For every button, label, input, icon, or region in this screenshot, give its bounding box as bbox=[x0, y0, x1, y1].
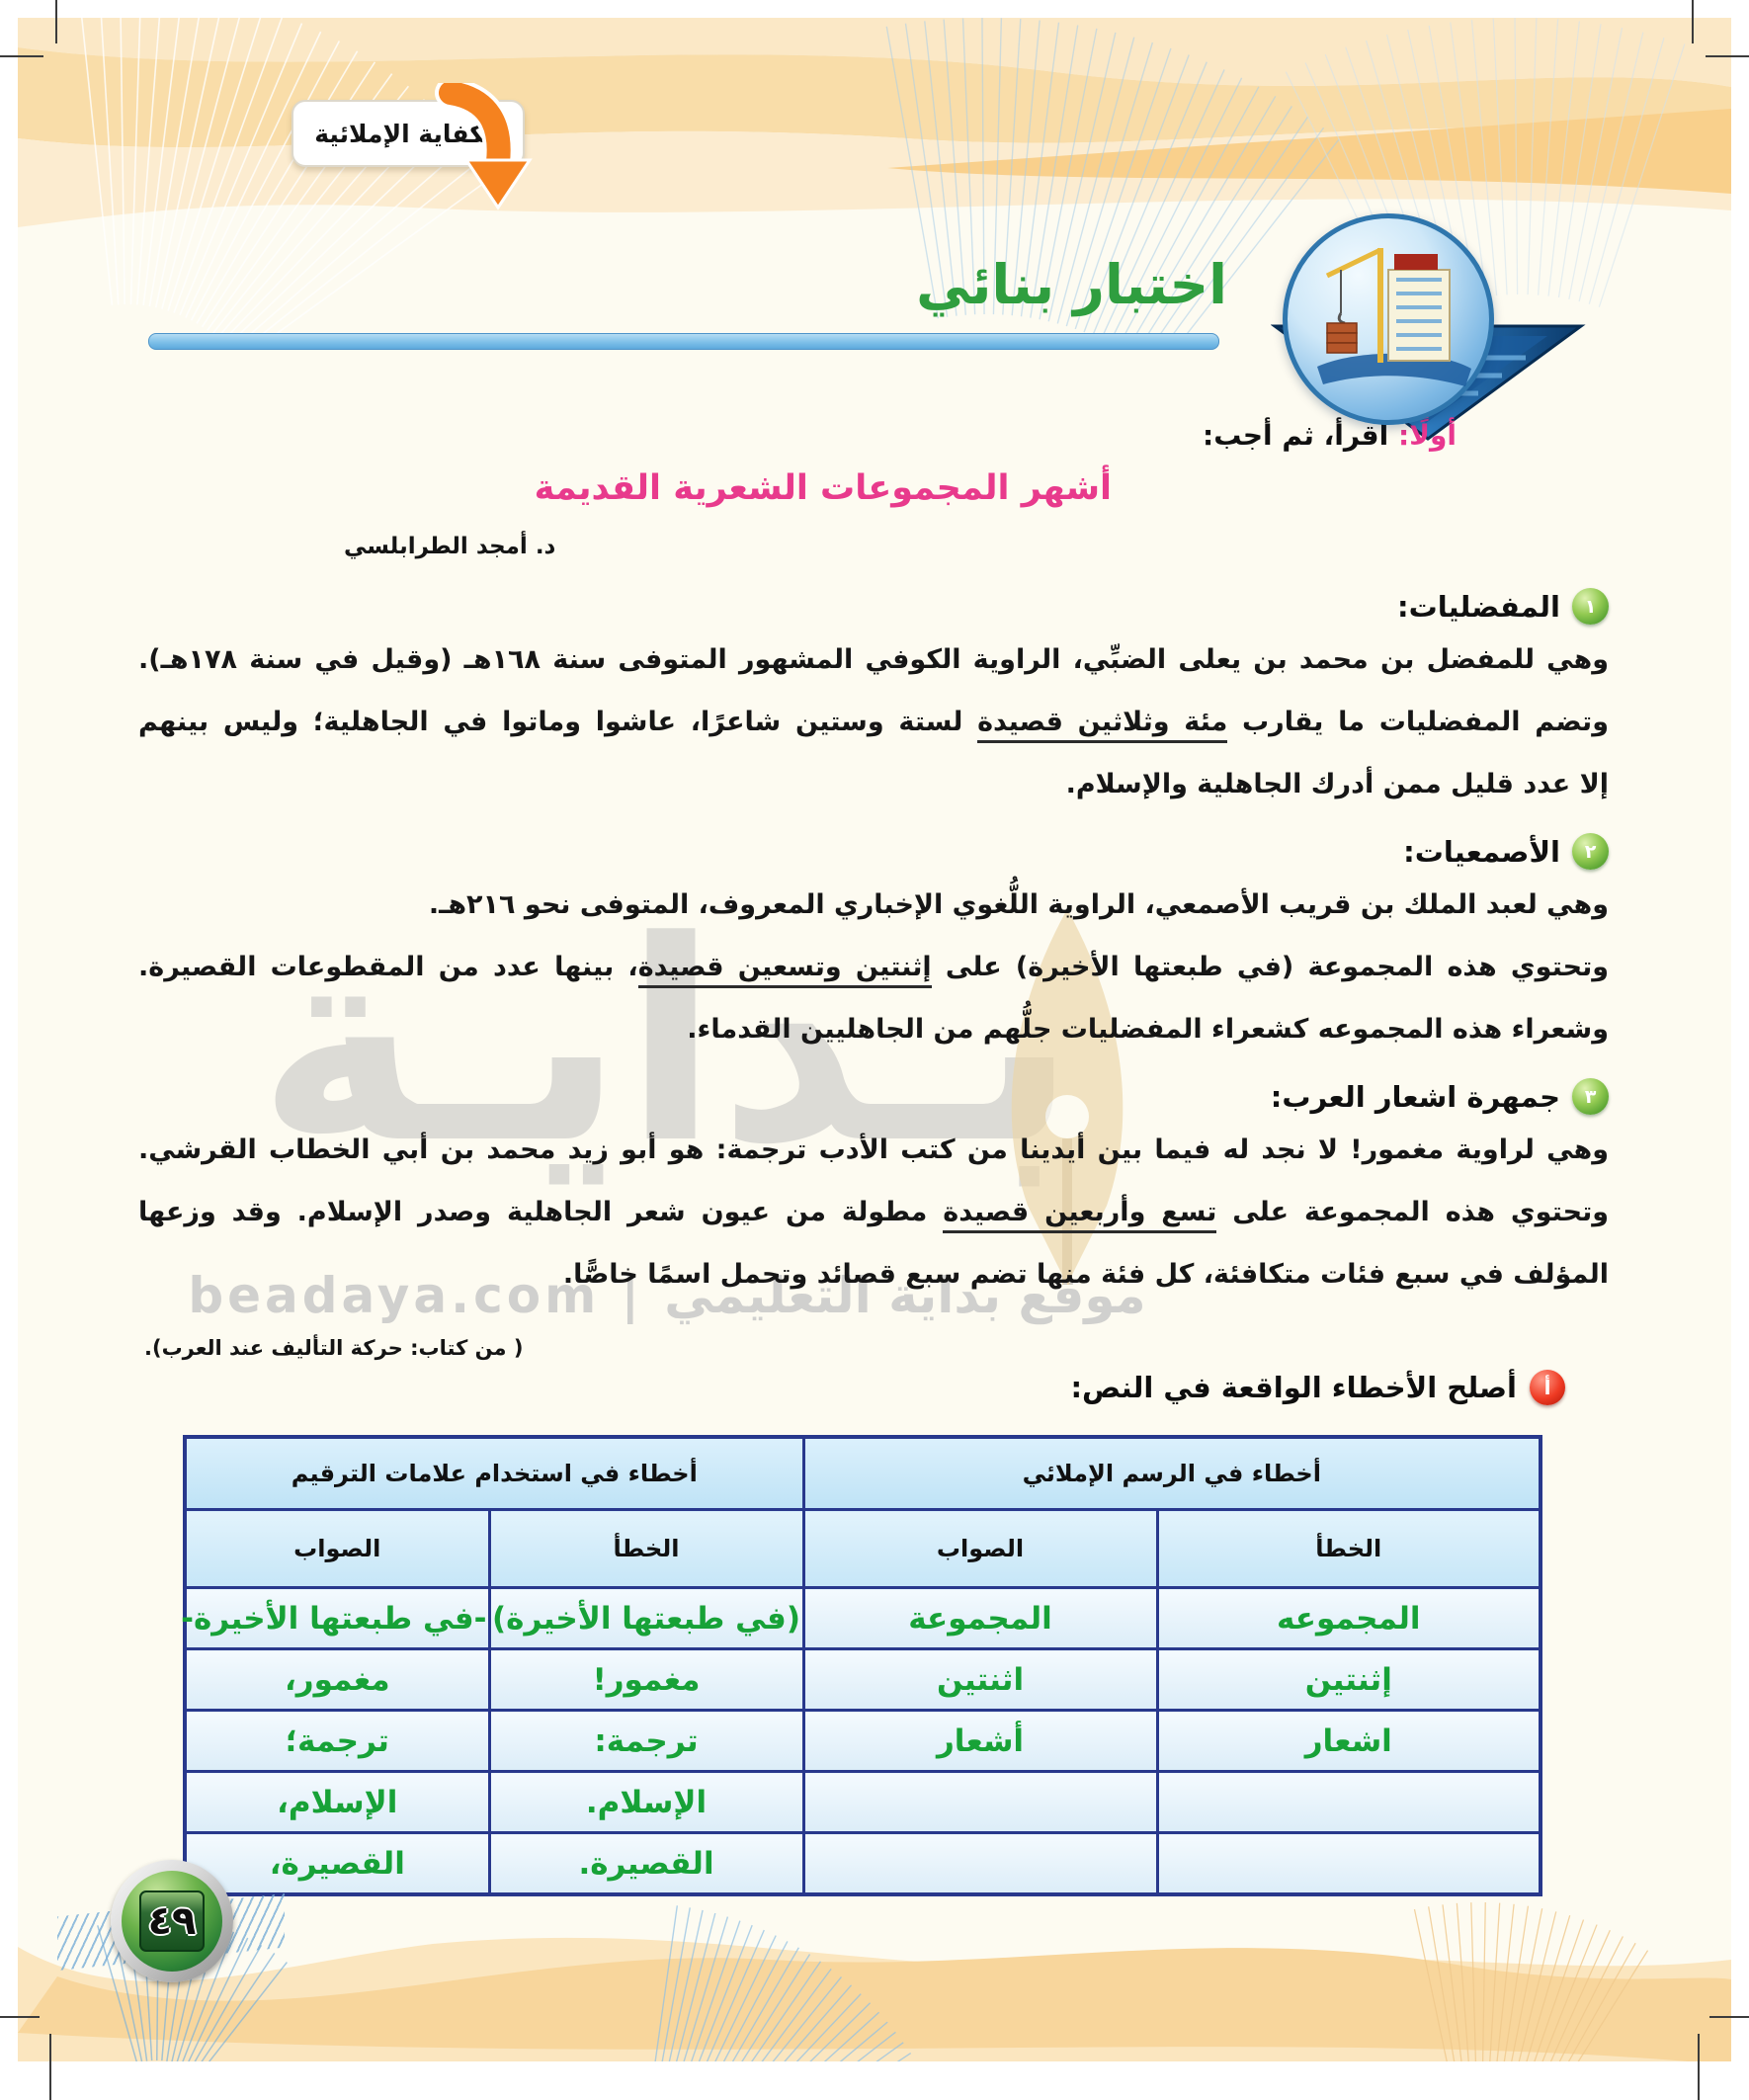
table-group-header: أخطاء في استخدام علامات الترقيم bbox=[183, 1435, 805, 1511]
table-column-header: الصواب bbox=[183, 1508, 491, 1589]
crop-mark bbox=[55, 0, 57, 43]
paragraph-line: وتضم المفضليات ما يقارب مئة وثلاثين قصيد… bbox=[138, 691, 1609, 753]
crop-mark bbox=[1692, 0, 1694, 43]
crop-mark bbox=[1709, 2016, 1749, 2018]
source-note: ( من كتاب: حركة التأليف عند العرب). bbox=[144, 1336, 524, 1360]
crop-mark bbox=[1698, 2034, 1700, 2100]
section-number-icon: ١ bbox=[1572, 588, 1609, 625]
text-segment: وهي للمفضل بن محمد بن يعلى الضبِّي، الرا… bbox=[138, 644, 1609, 675]
crop-mark bbox=[1706, 55, 1749, 57]
text-segment: ، بينها عدد من المقطوعات القصيرة. bbox=[138, 952, 638, 982]
table-column-header: الصواب bbox=[801, 1508, 1159, 1589]
table-cell: القصيرة. bbox=[487, 1831, 805, 1896]
table-row: القصيرة. القصيرة، bbox=[183, 1831, 1542, 1896]
section-title: جمهرة اشعار العرب: bbox=[1270, 1079, 1560, 1114]
section-number-icon: ٢ bbox=[1572, 833, 1609, 870]
competency-badge-label: الكفاية الإملائية bbox=[314, 119, 502, 148]
table-cell: ترجمة؛ bbox=[183, 1709, 491, 1773]
instruction-line: أولًا: اقرأ، ثم أجب: bbox=[1203, 419, 1457, 452]
table-cell: الإسلام، bbox=[183, 1770, 491, 1834]
table-cell: ترجمة: bbox=[487, 1709, 805, 1773]
crop-mark bbox=[49, 2034, 51, 2100]
bottom-wave-decoration bbox=[18, 1902, 1731, 2100]
section: ١ المفضليات: وهي للمفضل بن محمد بن يعلى ال… bbox=[138, 588, 1609, 815]
text-segment: وتضم المفضليات ما يقارب bbox=[1227, 707, 1609, 737]
table-group-header: أخطاء في الرسم الإملائي bbox=[801, 1435, 1542, 1511]
article-author: د. أمجد الطرابلسي bbox=[344, 534, 556, 559]
question-line: أ أصلح الأخطاء الواقعة في النص: bbox=[1070, 1370, 1565, 1405]
text-segment: وهي لراوية مغمور! لا نجد له فيما بين أيد… bbox=[138, 1134, 1609, 1165]
page-number-badge: ٤٩ bbox=[111, 1860, 233, 1982]
watermark-pen-nib bbox=[1011, 909, 1124, 1285]
table-cell bbox=[801, 1770, 1159, 1834]
paragraph-line: المؤلف في سبع فئات متكافئة، كل فئة منها … bbox=[138, 1243, 1609, 1305]
table-cell bbox=[1155, 1770, 1542, 1834]
instruction-text: اقرأ، ثم أجب: bbox=[1203, 419, 1398, 452]
text-segment: إلا عدد قليل ممن أدرك الجاهلية والإسلام. bbox=[1065, 769, 1609, 799]
table-cell: القصيرة، bbox=[183, 1831, 491, 1896]
watermark-url: beadaya.com | موقع بداية التعليمي bbox=[188, 1267, 1146, 1324]
table-row: المجموعه المجموعة (في طبعتها الأخيرة) -في ط… bbox=[181, 1586, 1542, 1650]
underlined-phrase: مئة وثلاثين قصيدة bbox=[977, 707, 1228, 743]
table-row: اشعار أشعار ترجمة: ترجمة؛ bbox=[183, 1709, 1542, 1773]
section-title: المفضليات: bbox=[1396, 589, 1560, 624]
question-text: أصلح الأخطاء الواقعة في النص: bbox=[1070, 1371, 1517, 1404]
table-row: الإسلام. الإسلام، bbox=[183, 1770, 1542, 1834]
underlined-phrase: تسع وأربعين قصيدة bbox=[943, 1197, 1217, 1233]
crop-mark bbox=[0, 55, 43, 57]
paragraph-line: إلا عدد قليل ممن أدرك الجاهلية والإسلام. bbox=[138, 753, 1609, 815]
text-segment: وتحتوي هذه المجموعة (في طبعتها الأخيرة) … bbox=[931, 952, 1609, 982]
text-segment: وتحتوي هذه المجموعة على bbox=[1216, 1197, 1609, 1227]
section: ٢ الأصمعيات: وهي لعبد الملك بن قريب الأصمع… bbox=[138, 833, 1609, 1060]
section-header: ١ المفضليات: bbox=[138, 588, 1609, 625]
table-cell: أشعار bbox=[801, 1709, 1159, 1773]
section: ٣ جمهرة اشعار العرب: وهي لراوية مغمور! لا … bbox=[138, 1078, 1609, 1305]
paragraph-line: وهي لعبد الملك بن قريب الأصمعي، الراوية … bbox=[138, 874, 1609, 936]
text-segment: المؤلف في سبع فئات متكافئة، كل فئة منها … bbox=[562, 1259, 1609, 1290]
table-cell: المجموعه bbox=[1155, 1586, 1542, 1650]
article-body: ١ المفضليات: وهي للمفضل بن محمد بن يعلى ال… bbox=[138, 576, 1609, 1323]
errors-table: أخطاء في الرسم الإملائي أخطاء في استخدام … bbox=[181, 1435, 1543, 1896]
paragraph-line: وهي لراوية مغمور! لا نجد له فيما بين أيد… bbox=[138, 1119, 1609, 1181]
text-segment: وهي لعبد الملك بن قريب الأصمعي، الراوية … bbox=[428, 889, 1609, 920]
text-segment: لستة وستين شاعرًا، عاشوا وماتوا في الجاه… bbox=[138, 707, 978, 737]
table-cell: اشعار bbox=[1155, 1709, 1542, 1773]
paragraph-line: وهي للمفضل بن محمد بن يعلى الضبِّي، الرا… bbox=[138, 629, 1609, 691]
paragraph-line: وتحتوي هذه المجموعة على تسع وأربعين قصيد… bbox=[138, 1181, 1609, 1243]
section-number-icon: ٣ bbox=[1572, 1078, 1609, 1115]
text-segment: وشعراء هذه المجموعه كشعراء المفضليات جلُ… bbox=[687, 1014, 1609, 1045]
table-cell: -في طبعتها الأخيرة- bbox=[181, 1586, 491, 1650]
page-number-sphere: ٤٩ bbox=[122, 1871, 222, 1972]
construction-crane-icon bbox=[1283, 213, 1494, 425]
crop-mark bbox=[0, 2016, 40, 2018]
table-row: إثنتين اثنتين مغمور! مغمور، bbox=[183, 1647, 1542, 1712]
table-cell: مغمور! bbox=[487, 1647, 805, 1712]
question-marker-icon: أ bbox=[1530, 1370, 1565, 1405]
page-number: ٤٩ bbox=[139, 1890, 205, 1952]
table-cell: (في طبعتها الأخيرة) bbox=[487, 1586, 805, 1650]
table-column-header: الخطأ bbox=[1155, 1508, 1542, 1589]
section-title: الأصمعيات: bbox=[1403, 834, 1560, 869]
table-cell: إثنتين bbox=[1155, 1647, 1542, 1712]
instruction-ordinal: أولًا: bbox=[1397, 419, 1457, 452]
text-segment: مطولة من عيون شعر الجاهلية وصدر الإسلام.… bbox=[138, 1197, 944, 1227]
underlined-phrase: إثنتين وتسعين قصيدة bbox=[637, 952, 932, 988]
title-underline-bar bbox=[148, 333, 1219, 350]
section-header: ٣ جمهرة اشعار العرب: bbox=[138, 1078, 1609, 1115]
paragraph-line: وتحتوي هذه المجموعة (في طبعتها الأخيرة) … bbox=[138, 936, 1609, 998]
paragraph-line: وشعراء هذه المجموعه كشعراء المفضليات جلُ… bbox=[138, 998, 1609, 1060]
section-header: ٢ الأصمعيات: bbox=[138, 833, 1609, 870]
table-column-header: الخطأ bbox=[487, 1508, 805, 1589]
table-cell bbox=[1155, 1831, 1542, 1896]
table-cell: مغمور، bbox=[183, 1647, 491, 1712]
table-cell: اثنتين bbox=[801, 1647, 1159, 1712]
table-cell bbox=[801, 1831, 1159, 1896]
table-cell: الإسلام. bbox=[487, 1770, 805, 1834]
article-title: أشهر المجموعات الشعرية القديمة bbox=[534, 468, 1112, 508]
orange-arrow-icon bbox=[435, 83, 533, 210]
table-cell: المجموعة bbox=[801, 1586, 1159, 1650]
page-title: اختبار بنائي bbox=[916, 253, 1227, 316]
